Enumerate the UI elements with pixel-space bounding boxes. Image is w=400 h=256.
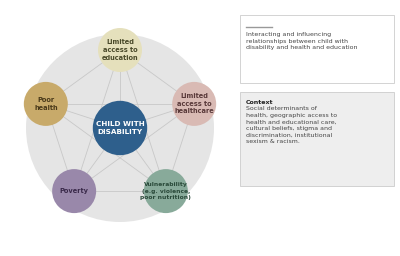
Ellipse shape — [24, 82, 68, 126]
FancyBboxPatch shape — [240, 15, 394, 83]
Ellipse shape — [93, 101, 147, 155]
FancyBboxPatch shape — [240, 92, 394, 186]
Text: Social determinants of
health, geographic access to
health and educational care,: Social determinants of health, geographi… — [246, 106, 337, 144]
Text: Poor
health: Poor health — [34, 97, 58, 111]
Text: Context: Context — [246, 100, 274, 105]
Ellipse shape — [144, 169, 188, 213]
Text: Vulnerability
(e.g. violence,
poor nutrition): Vulnerability (e.g. violence, poor nutri… — [140, 183, 191, 200]
Text: Limited
access to
education: Limited access to education — [102, 39, 138, 60]
Text: Poverty: Poverty — [60, 188, 89, 194]
Text: CHILD WITH
DISABILITY: CHILD WITH DISABILITY — [96, 121, 144, 135]
Ellipse shape — [172, 82, 216, 126]
Ellipse shape — [26, 34, 214, 222]
Ellipse shape — [52, 169, 96, 213]
Text: Interacting and influencing
relationships between child with
disability and heal: Interacting and influencing relationship… — [246, 32, 358, 50]
Ellipse shape — [98, 28, 142, 72]
Text: Limited
access to
healthcare: Limited access to healthcare — [174, 93, 214, 114]
